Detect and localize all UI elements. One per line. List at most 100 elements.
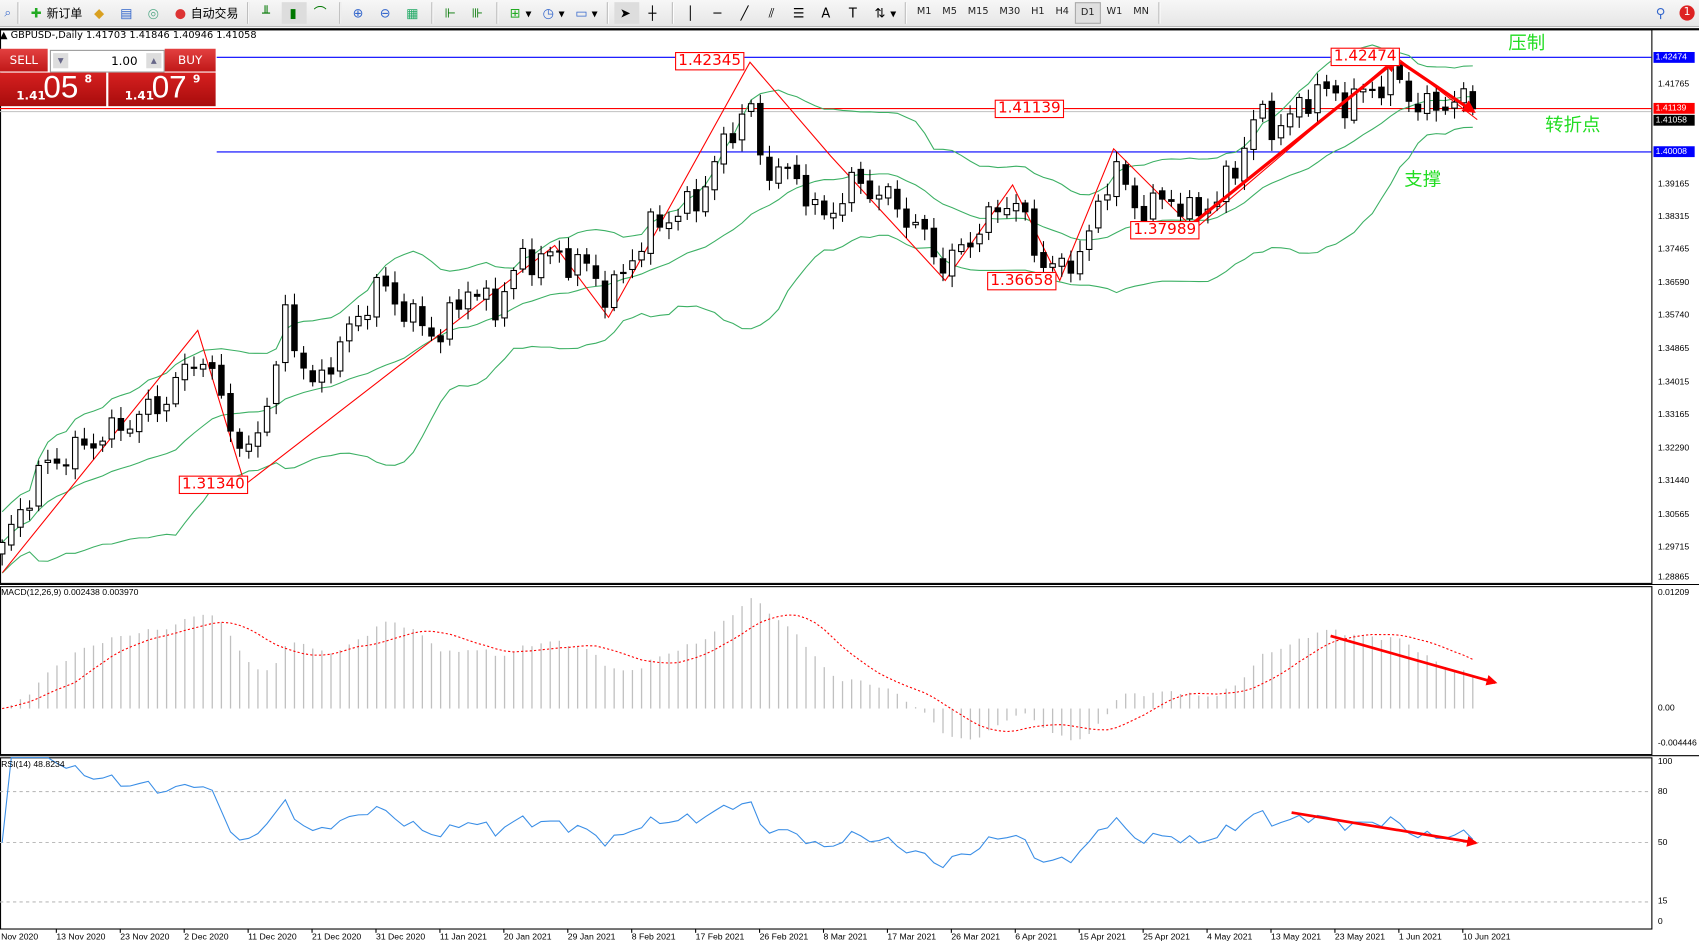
candle — [1295, 93, 1303, 128]
chart-shift-button[interactable]: ⊪ — [466, 2, 491, 24]
timeframe-m5[interactable]: M5 — [942, 6, 957, 18]
equidistant-channel-button[interactable]: ⫽ — [760, 2, 785, 24]
indicators-button[interactable]: ⊞ ▾ — [504, 2, 535, 24]
cursor-button[interactable]: ➤ — [613, 2, 639, 24]
uptrend-arrow[interactable] — [1190, 59, 1398, 226]
candle-body — [821, 200, 828, 216]
date-axis-tick: 6 Apr 2021 — [1015, 931, 1058, 942]
zigzag-label-high[interactable]: 1.42474 — [1330, 47, 1400, 67]
periods-icon: ◷ — [542, 4, 554, 21]
bar-chart-button[interactable]: ╨ — [255, 2, 280, 24]
autotrading-button[interactable]: ● 自动交易 — [169, 2, 242, 24]
price-axis-tick: 1.34865 — [1657, 343, 1690, 354]
resistance-annotation[interactable]: 压制 — [1508, 32, 1546, 55]
candle — [802, 164, 810, 216]
zoom-out-button[interactable]: ⊖ — [374, 2, 399, 24]
toolbar-separator — [904, 2, 908, 24]
candle-body — [747, 103, 755, 112]
candle-body — [227, 393, 234, 432]
signals-button[interactable]: ◎ — [142, 2, 167, 24]
periods-button[interactable]: ◷ ▾ — [537, 2, 568, 24]
timeframe-h4[interactable]: H4 — [1055, 6, 1069, 18]
candle-body — [53, 458, 61, 464]
timeframe-m30[interactable]: M30 — [999, 6, 1021, 18]
candle — [1049, 255, 1056, 272]
zigzag-label-low[interactable]: 1.36658 — [987, 271, 1057, 291]
candle-body — [1186, 197, 1193, 220]
candle — [784, 163, 791, 180]
vertical-line-button[interactable]: │ — [679, 2, 704, 24]
history-center-button[interactable]: ◆ — [88, 2, 113, 24]
support-annotation[interactable]: 支撑 — [1404, 169, 1442, 191]
price-axis-tick: 1.39165 — [1657, 178, 1690, 189]
arrows-button[interactable]: ⇅ ▾ — [869, 2, 900, 24]
search-button[interactable]: ⚲ — [1649, 2, 1674, 24]
line-chart-button[interactable]: ⌒ — [309, 2, 334, 24]
pullback-arrow[interactable] — [1399, 60, 1476, 114]
candle-body — [428, 327, 435, 337]
date-axis-tick: 23 May 2021 — [1334, 931, 1386, 942]
timeframe-d1[interactable]: D1 — [1074, 2, 1102, 24]
trendline-button[interactable]: ╱ — [733, 2, 758, 24]
notifications-button[interactable]: 1 — [1676, 2, 1698, 24]
candle-body — [1305, 99, 1312, 114]
cursor-icon: ➤ — [619, 4, 631, 21]
candle-body — [245, 443, 253, 452]
zoom-in-button[interactable]: ⊕ — [347, 2, 372, 24]
timeframe-m15[interactable]: M15 — [967, 6, 989, 18]
buy-button[interactable]: BUY — [164, 48, 216, 73]
candle — [227, 383, 234, 442]
crosshair-button[interactable]: ┼ — [641, 2, 666, 24]
timeframe-m1[interactable]: M1 — [916, 6, 932, 18]
toolbar-separator — [17, 2, 20, 24]
templates-button[interactable]: ▭ ▾ — [575, 4, 598, 21]
price-axis-tick: 1.28865 — [1657, 572, 1690, 582]
lot-size-input[interactable]: ▼ 1.00 ▲ — [49, 49, 165, 73]
text-button[interactable]: A — [814, 2, 839, 24]
candle — [565, 237, 572, 281]
candle — [71, 430, 79, 480]
fibonacci-button[interactable]: ☰ — [787, 2, 812, 24]
chart-header: ▲ GBPUSD-,Daily 1.41703 1.41846 1.40946 … — [0, 30, 257, 42]
candle-body — [683, 191, 691, 214]
lot-increase-button[interactable]: ▲ — [146, 53, 162, 69]
candle-body — [839, 203, 846, 216]
navigator-button[interactable]: ▤ — [115, 2, 140, 24]
tile-windows-button[interactable]: ▦ — [401, 2, 426, 24]
new-order-button[interactable]: ✚ 新订单 — [25, 2, 86, 24]
timeframe-w1[interactable]: W1 — [1106, 6, 1123, 18]
candle — [912, 214, 919, 229]
date-axis-tick: 25 Apr 2021 — [1143, 931, 1190, 942]
sell-button[interactable]: SELL — [0, 48, 48, 73]
autoscroll-button[interactable]: ⊩ — [439, 2, 464, 24]
candle-body — [884, 186, 892, 199]
rsi-divergence-arrow[interactable] — [1291, 811, 1478, 847]
zigzag-label-low[interactable]: 1.31340 — [178, 475, 249, 495]
turning-point-price-label[interactable]: 1.41139 — [994, 99, 1064, 119]
horizontal-line-button[interactable]: ─ — [706, 2, 731, 24]
zigzag-label-low[interactable]: 1.37989 — [1130, 221, 1200, 240]
candle-body — [1067, 260, 1075, 274]
candle-body — [218, 364, 225, 396]
zigzag-label-high[interactable]: 1.42345 — [675, 52, 745, 71]
lot-decrease-button[interactable]: ▼ — [53, 53, 69, 69]
candle — [528, 238, 536, 286]
candlestick-button[interactable]: ▮ — [281, 2, 307, 24]
macd-divergence-arrow[interactable] — [1330, 634, 1498, 686]
text-label-button[interactable]: T — [841, 2, 866, 24]
buy-price-button[interactable]: 1.41 07 9 — [108, 70, 216, 107]
search-icon[interactable]: ⌕ — [4, 5, 12, 20]
timeframe-h1[interactable]: H1 — [1031, 6, 1045, 18]
candle — [336, 336, 344, 378]
candle-body — [145, 398, 152, 415]
trendline-icon: ╱ — [740, 4, 749, 21]
line-price-tag: 1.42474 — [1653, 51, 1695, 63]
candle-body — [1040, 252, 1047, 268]
candle — [1451, 90, 1458, 119]
sell-price-button[interactable]: 1.41 05 8 — [0, 70, 107, 107]
timeframe-mn[interactable]: MN — [1133, 6, 1149, 18]
candle-body — [318, 369, 326, 383]
candle — [446, 296, 453, 346]
turning-point-annotation[interactable]: 转折点 — [1545, 114, 1601, 137]
